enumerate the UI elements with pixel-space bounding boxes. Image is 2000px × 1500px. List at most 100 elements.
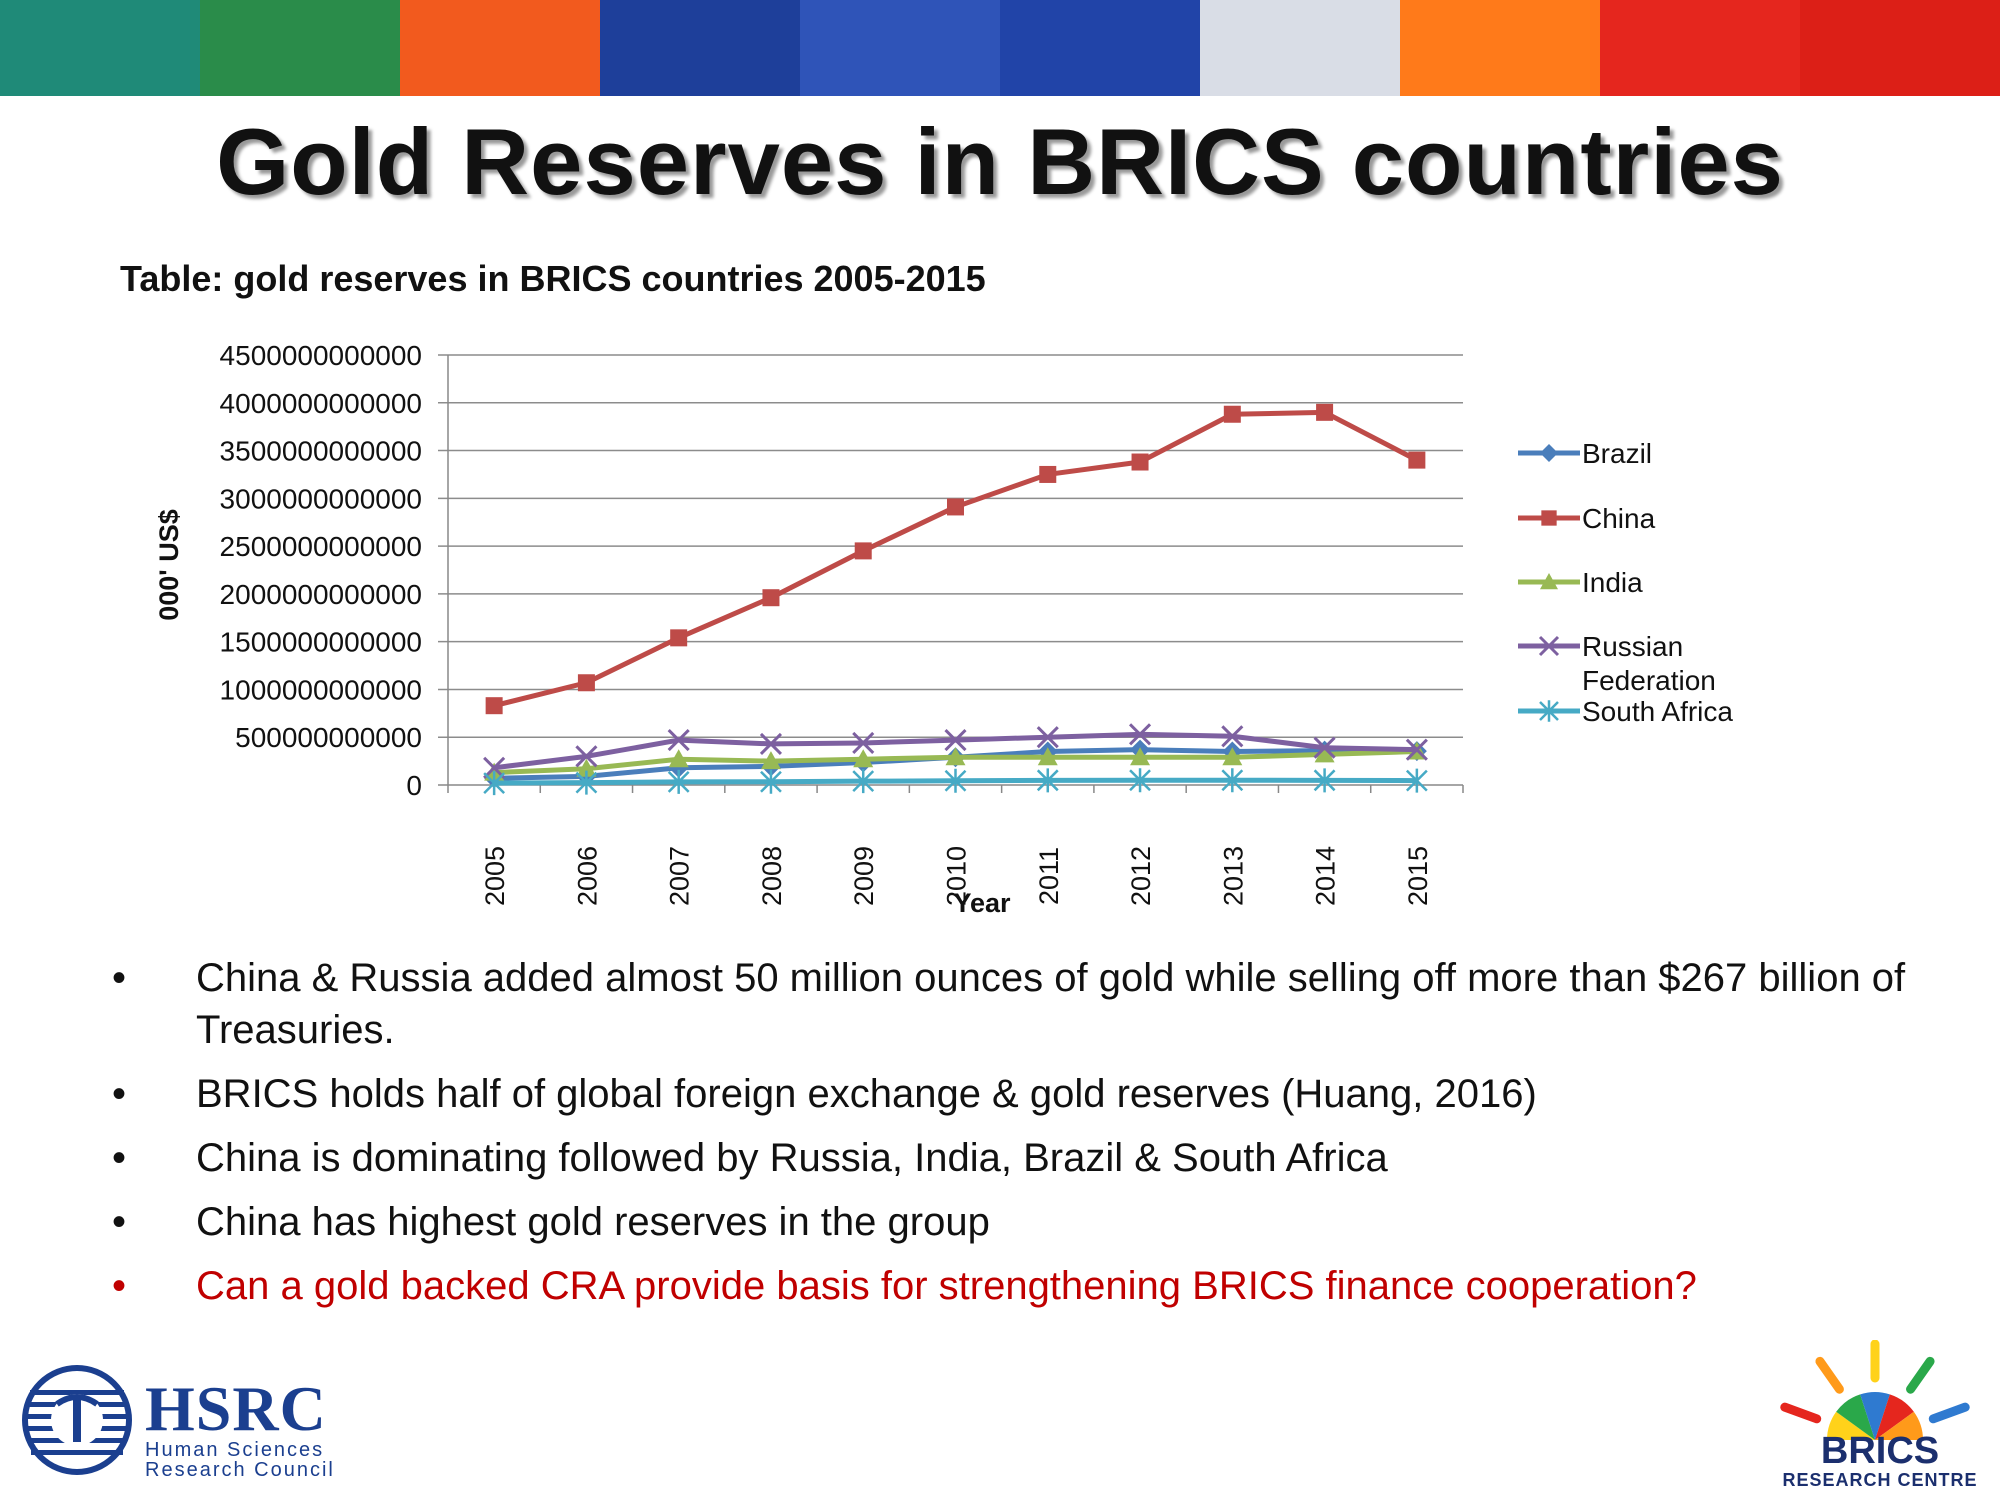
hsrc-logo-line1: Human Sciences [145,1439,325,1461]
flag-stripe [1600,0,1800,96]
bullet-item: • BRICS holds half of global foreign exch… [112,1068,1972,1120]
legend-marker-russian-federation [1538,635,1560,657]
bullet-text: China & Russia added almost 50 million o… [196,956,1906,1052]
flag-stripe [1000,0,1200,96]
data-point-china [1131,453,1149,471]
y-tick-label: 4000000000000 [220,388,422,419]
chart-subtitle: Table: gold reserves in BRICS countries … [120,258,986,299]
data-point-russian-federation [852,731,875,755]
x-tick-label: 2010 [942,846,972,906]
gold-reserves-line-chart: 0 500000000000 1000000000000 1500000000000 2… [154,340,1733,918]
y-tick-label: 2500000000000 [220,531,422,562]
y-tick-label: 4500000000000 [220,340,422,371]
bullet-item: • China has highest gold reserves in the … [112,1196,1972,1248]
data-point-south-africa [852,769,875,794]
flag-stripe [1800,0,2000,96]
flag-banner [0,0,2000,96]
sun-segment [1875,1411,1923,1440]
data-point-russian-federation [759,732,783,755]
sun-ray [1815,1356,1844,1394]
bullet-item: • China is dominating followed by Russia,… [112,1132,1972,1184]
hsrc-logo-subtitle: Human Sciences Research Council [145,1440,335,1480]
y-tick-label: 1000000000000 [220,674,422,705]
sun-segment [1827,1411,1875,1440]
data-point-china [577,674,595,692]
bullet-text: China has highest gold reserves in the g… [196,1200,990,1244]
sun-segment [1875,1394,1914,1440]
sun-ray [1906,1356,1935,1394]
data-point-south-africa [1036,768,1059,793]
brics-logo-subtitle: RESEARCH CENTRE [1782,1470,1978,1490]
data-point-india [945,747,966,766]
flag-stripe [600,0,800,96]
x-tick-label: 2012 [1126,846,1156,906]
data-point-china [1223,405,1241,423]
data-point-south-africa [1313,768,1336,793]
data-point-russian-federation [575,745,598,768]
sun-segment [1836,1394,1875,1440]
flag-stripe [800,0,1000,96]
data-point-russian-federation [1313,736,1336,759]
flag-stripe [1200,0,1400,96]
legend-label: South Africa [1582,696,1733,727]
data-point-russian-federation [1036,726,1059,749]
y-tick-label: 2000000000000 [220,579,422,610]
bullet-item: • Can a gold backed CRA provide basis for… [112,1260,1972,1312]
data-point-china [1408,451,1426,469]
data-point-south-africa [667,769,690,794]
y-axis-title: 000' US$ [154,509,184,621]
data-point-south-africa [944,768,967,793]
data-point-south-africa [1129,768,1151,793]
x-axis-title: Year [953,888,1011,918]
data-point-china [947,498,964,516]
bullet-dot: • [112,1136,127,1180]
data-point-india [668,749,689,768]
flag-stripe [1400,0,1600,96]
data-point-india [1222,747,1243,766]
data-point-india [1037,747,1058,766]
data-point-india [760,751,781,770]
legend-marker-south-africa [1539,700,1559,722]
data-point-india [1314,744,1335,763]
flag-stripe [200,0,400,96]
x-tick-label: 2011 [1034,847,1064,905]
legend-label: Russian Federation [1582,631,1716,696]
x-tick-label: 2013 [1218,846,1248,906]
bullet-dot: • [112,1072,127,1116]
legend-label: China [1582,503,1656,534]
x-tick-label: 2005 [480,846,510,906]
data-point-south-africa [483,771,506,796]
data-point-india [1130,747,1151,766]
data-point-china [1039,465,1057,483]
hsrc-emblem-icon [22,1365,132,1475]
flag-stripe [0,0,200,96]
bullet-dot: • [112,1264,127,1308]
x-tick-label: 2015 [1403,846,1433,906]
y-tick-label: 500000000000 [235,722,422,753]
y-tick-label: 0 [406,770,422,801]
data-point-china [485,697,503,715]
data-point-south-africa [575,770,598,795]
bullet-item: • China & Russia added almost 50 million … [112,952,1972,1056]
data-point-china [762,589,780,607]
bullet-text: Can a gold backed CRA provide basis for … [196,1264,1697,1308]
data-point-russian-federation [944,729,967,752]
sun-ray [1780,1402,1822,1424]
y-tick-label: 3500000000000 [220,436,422,467]
x-tick-label: 2009 [849,846,879,906]
legend-label: India [1582,567,1643,598]
bullet-text: BRICS holds half of global foreign excha… [196,1072,1537,1116]
y-tick-label: 1500000000000 [220,627,422,658]
data-point-south-africa [1221,768,1244,793]
data-point-south-africa [1405,768,1428,793]
hsrc-logo-name: HSRC [145,1373,327,1444]
data-point-india [576,758,597,777]
legend-marker-china [1541,510,1557,526]
flag-stripe [400,0,600,96]
data-point-china [670,629,688,647]
sun-segment [1860,1392,1890,1440]
x-tick-label: 2008 [757,846,787,906]
legend-marker-india [1540,573,1558,590]
data-point-china [1316,403,1334,421]
data-point-russian-federation [1221,725,1244,748]
